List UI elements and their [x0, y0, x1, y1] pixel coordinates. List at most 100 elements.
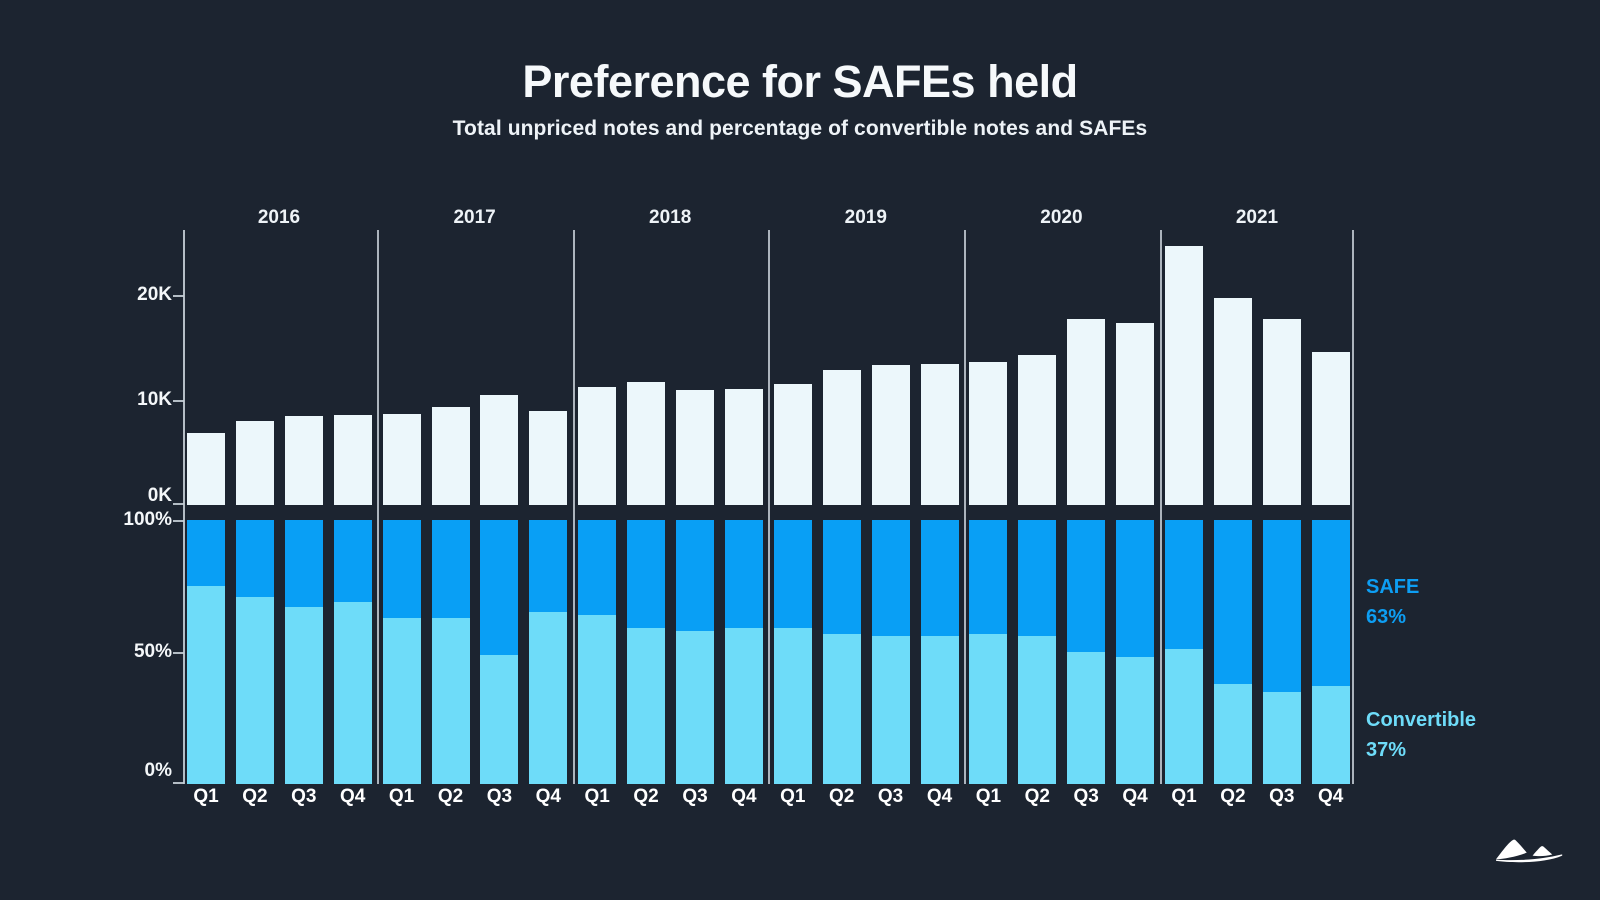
percentage-column: [1116, 520, 1155, 784]
y-axis-tick: [173, 400, 184, 403]
quarter-label: Q4: [926, 786, 953, 807]
safe-segment: [578, 520, 617, 616]
safe-segment: [676, 520, 714, 631]
total-notes-bar: [822, 370, 861, 505]
safe-segment: [773, 520, 812, 629]
total-notes-bar: [1213, 297, 1252, 505]
percentage-column: [1311, 520, 1350, 784]
percentage-column: [284, 520, 323, 784]
convertible-segment: [333, 601, 372, 784]
y-axis-tick-label: 0%: [144, 760, 172, 781]
total-notes-bar: [1165, 245, 1203, 505]
convertible-segment: [1018, 636, 1057, 784]
quarter-label: Q3: [1073, 786, 1099, 807]
percentage-column: [529, 520, 568, 784]
safe-legend-label: SAFE: [1366, 576, 1420, 598]
percentage-column: [1213, 520, 1252, 784]
percentage-column: [333, 520, 372, 784]
quarter-label: Q4: [1122, 786, 1148, 807]
safe-segment: [1067, 520, 1106, 652]
safe-segment: [529, 520, 568, 613]
safe-legend: SAFE 63%: [1366, 572, 1419, 632]
chart-subtitle: Total unpriced notes and percentage of c…: [452, 117, 1148, 140]
percentage-column: [724, 520, 763, 784]
total-notes-bar: [1116, 323, 1155, 505]
convertible-segment: [480, 654, 519, 784]
safe-segment: [333, 520, 372, 602]
plot-right-edge-line: [1352, 230, 1354, 784]
total-notes-bar: [1262, 318, 1301, 505]
percentage-column: [773, 520, 812, 784]
percentage-column: [676, 520, 714, 784]
percentage-column: [1165, 520, 1203, 784]
quarter-label: Q2: [829, 786, 855, 807]
convertible-segment: [382, 617, 421, 784]
quarter-label: Q2: [242, 786, 268, 807]
percentage-column: [627, 520, 666, 784]
safe-segment: [920, 520, 959, 637]
convertible-segment: [969, 633, 1008, 784]
safe-segment: [1165, 520, 1203, 650]
quarter-label: Q4: [1318, 786, 1344, 807]
total-notes-bar: [773, 383, 812, 505]
percentage-column: [920, 520, 959, 784]
total-notes-bar: [1311, 352, 1350, 505]
quarter-label: Q2: [633, 786, 659, 807]
quarter-label: Q4: [535, 786, 561, 807]
safe-segment: [1311, 520, 1350, 687]
total-notes-bar: [333, 415, 372, 505]
quarter-label: Q1: [584, 786, 610, 807]
safe-segment: [187, 520, 225, 586]
convertible-segment: [724, 628, 763, 784]
convertible-segment: [773, 628, 812, 784]
total-notes-bar: [627, 381, 666, 505]
total-notes-bar: [578, 386, 617, 505]
quarter-label: Q1: [193, 786, 219, 807]
y-axis-tick: [173, 520, 184, 522]
safe-segment: [1116, 520, 1155, 658]
safe-segment: [969, 520, 1008, 634]
convertible-segment: [822, 633, 861, 784]
quarter-label: Q4: [340, 786, 366, 807]
convertible-segment: [187, 586, 225, 784]
percentage-column: [480, 520, 519, 784]
year-label: 2017: [453, 207, 496, 228]
percentage-column: [235, 520, 274, 784]
convertible-segment: [627, 628, 666, 784]
percentage-column: [578, 520, 617, 784]
y-axis-tick-label: 0K: [147, 485, 172, 506]
total-notes-bar: [480, 395, 519, 505]
total-notes-bar: [431, 406, 470, 505]
convertible-segment: [529, 612, 568, 784]
y-axis-tick: [173, 503, 184, 505]
dunes-logo-icon: [1496, 839, 1563, 863]
quarter-label: Q4: [731, 786, 757, 807]
total-notes-bar: [724, 388, 763, 505]
percentage-column: [1067, 520, 1106, 784]
quarter-label: Q3: [291, 786, 317, 807]
convertible-segment: [1165, 649, 1203, 784]
year-label: 2018: [649, 207, 692, 228]
y-axis-tick-label: 100%: [123, 509, 172, 530]
convertible-legend-label: Convertible: [1366, 709, 1477, 731]
percentage-column: [1262, 520, 1301, 784]
convertible-segment: [1262, 691, 1301, 784]
year-label: 2016: [257, 207, 301, 228]
convertible-segment: [431, 617, 470, 784]
quarter-label: Q3: [682, 786, 708, 807]
chart-title: Preference for SAFEs held: [522, 56, 1078, 107]
year-label: 2019: [844, 207, 887, 228]
quarter-label: Q1: [1171, 786, 1197, 807]
percentage-column: [822, 520, 861, 784]
quarter-label: Q1: [975, 786, 1002, 807]
convertible-segment: [920, 636, 959, 784]
percentage-column: [382, 520, 421, 784]
convertible-segment: [676, 630, 714, 784]
total-notes-bar: [1018, 355, 1057, 505]
safe-segment: [822, 520, 861, 634]
year-divider-line: [1159, 230, 1162, 784]
year-label: 2020: [1040, 207, 1083, 228]
convertible-segment: [578, 615, 617, 784]
quarter-label: Q2: [1024, 786, 1050, 807]
